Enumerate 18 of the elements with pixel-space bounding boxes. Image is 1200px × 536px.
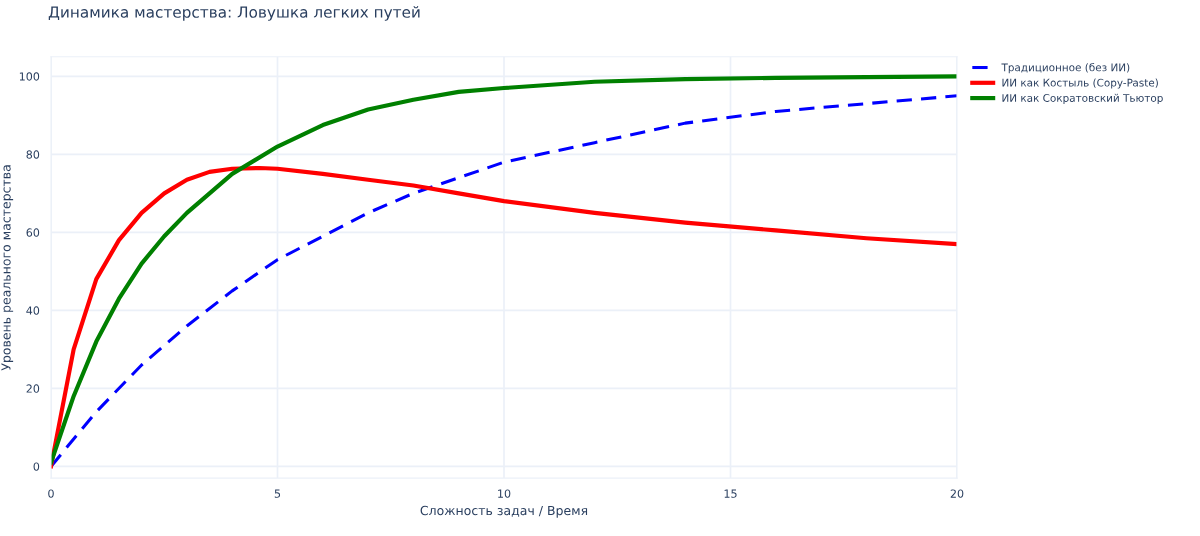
y-tick-label: 60 [26,228,40,237]
x-tick-label: 10 [498,489,511,498]
x-tick-label: 15 [724,489,737,498]
x-axis-title: Сложность задач / Время [420,505,588,518]
legend-label: ИИ как Сократовский Тьютор [1002,93,1163,104]
y-axis-title: Уровень реального мастерства [1,165,14,371]
y-tick-label: 20 [26,384,40,393]
y-tick-label: 100 [19,72,40,81]
y-tick-label: 0 [33,462,40,471]
x-tick-label: 0 [48,489,54,498]
chart-title: Динамика мастерства: Ловушка легких путей [48,6,420,21]
legend-label: Традиционное (без ИИ) [1001,63,1130,74]
x-tick-label: 20 [950,489,964,498]
y-tick-label: 40 [26,306,40,315]
line-series [51,165,957,469]
x-tick-label: 5 [274,489,281,498]
y-tick-label: 80 [26,150,40,159]
legend-label: ИИ как Костыль (Copy-Paste) [1002,78,1158,89]
